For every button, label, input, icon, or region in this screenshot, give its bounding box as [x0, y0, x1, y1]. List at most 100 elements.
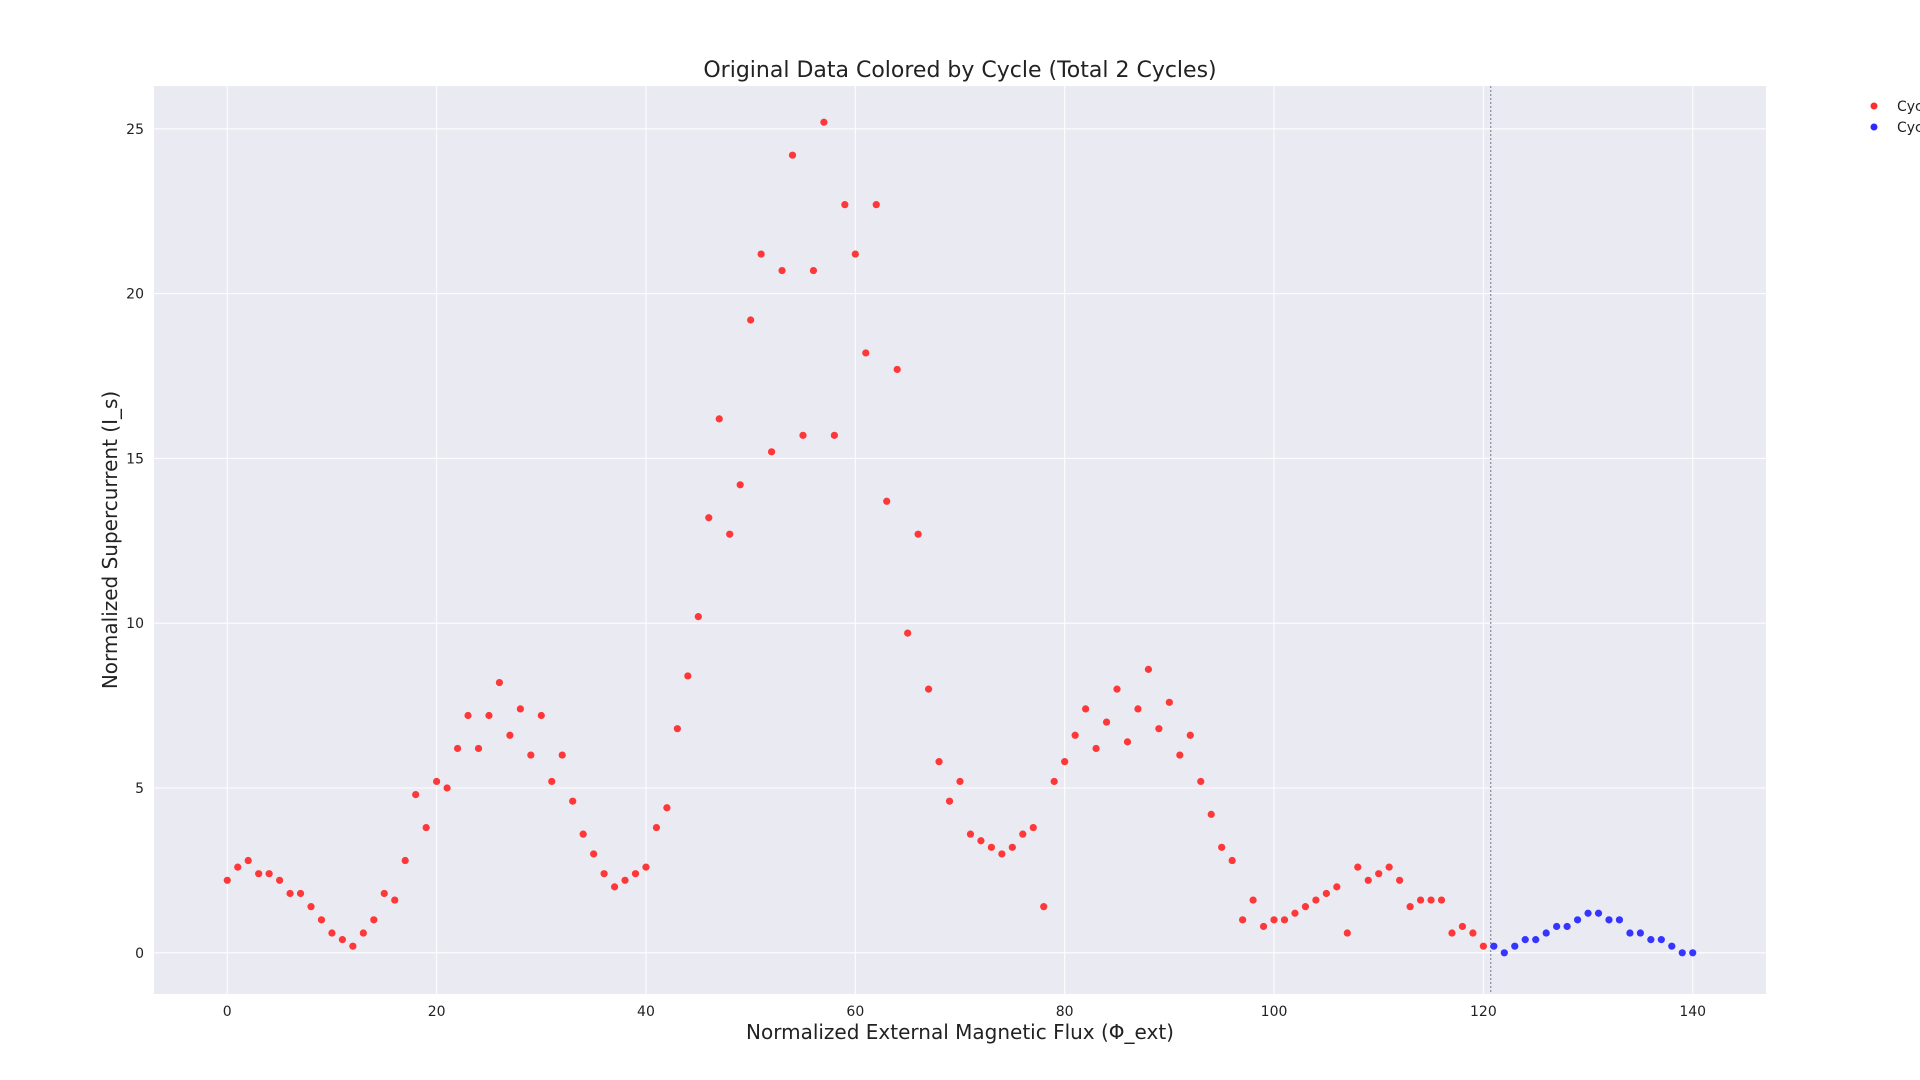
data-point-series-1: [600, 870, 608, 878]
data-point-series-2: [1573, 916, 1582, 924]
data-point-series-1: [443, 784, 451, 792]
data-point-series-2: [1532, 936, 1540, 944]
data-point-series-1: [401, 856, 409, 865]
y-tick-label: 10: [126, 616, 144, 632]
data-point-series-1: [1333, 883, 1341, 891]
data-point-series-1: [474, 744, 483, 753]
x-tick-label: 0: [223, 1004, 232, 1020]
data-point-series-1: [820, 118, 828, 126]
data-point-series-1: [1354, 863, 1362, 871]
data-point-series-1: [935, 758, 943, 766]
y-axis-label: Normalized Supercurrent (I_s): [98, 391, 122, 689]
data-point-series-1: [1469, 929, 1477, 937]
data-point-series-1: [244, 856, 252, 865]
legend-label-series-1: Cyc: [1897, 99, 1920, 115]
data-point-series-1: [705, 514, 713, 522]
data-point-series-1: [422, 823, 430, 832]
data-point-series-1: [726, 530, 734, 538]
data-point-series-1: [328, 929, 336, 937]
data-point-series-1: [1040, 903, 1048, 911]
legend-marker-series-1: [1870, 102, 1878, 110]
data-point-series-2: [1605, 916, 1613, 924]
data-point-series-1: [778, 266, 786, 275]
data-point-series-1: [736, 481, 744, 489]
data-point-series-1: [757, 250, 765, 258]
data-points: [223, 118, 1697, 957]
data-point-series-1: [893, 365, 901, 374]
data-point-series-1: [1123, 738, 1132, 746]
data-point-series-1: [1019, 830, 1027, 838]
data-point-series-1: [747, 316, 755, 324]
data-point-series-1: [349, 942, 357, 950]
data-point-series-1: [317, 916, 326, 924]
data-point-series-1: [276, 876, 284, 884]
data-point-series-1: [851, 250, 859, 258]
data-point-series-1: [1448, 929, 1456, 937]
data-point-series-1: [1280, 916, 1289, 924]
data-point-series-1: [715, 415, 723, 423]
data-point-series-2: [1689, 949, 1697, 957]
data-point-series-1: [1239, 916, 1247, 924]
data-point-series-1: [621, 876, 629, 884]
data-point-series-1: [631, 870, 640, 878]
data-point-series-1: [1102, 718, 1111, 726]
data-point-series-1: [883, 497, 891, 505]
data-point-series-1: [830, 431, 838, 439]
data-point-series-1: [1375, 870, 1383, 878]
data-point-series-1: [234, 863, 242, 871]
data-point-series-1: [1385, 863, 1393, 871]
data-point-series-1: [1061, 758, 1069, 766]
data-point-series-1: [485, 711, 493, 720]
data-point-series-1: [370, 916, 378, 924]
data-point-series-1: [1176, 751, 1184, 759]
data-point-series-1: [1228, 856, 1236, 865]
data-point-series-1: [255, 870, 263, 878]
data-point-series-1: [1186, 731, 1194, 739]
data-point-series-1: [1249, 896, 1257, 904]
data-point-series-2: [1511, 942, 1519, 950]
x-tick-label: 60: [846, 1004, 864, 1020]
data-point-series-1: [1396, 876, 1404, 884]
y-tick-label: 25: [126, 122, 144, 138]
data-point-series-1: [1155, 725, 1163, 733]
data-point-series-1: [1312, 896, 1320, 904]
data-point-series-1: [652, 823, 661, 832]
data-point-series-1: [307, 903, 315, 911]
data-point-series-1: [663, 804, 671, 812]
data-point-series-1: [548, 777, 556, 786]
data-point-series-2: [1542, 929, 1550, 937]
data-point-series-1: [1197, 777, 1205, 786]
data-point-series-1: [1207, 810, 1215, 818]
data-point-series-1: [1343, 929, 1351, 937]
chart-title: Original Data Colored by Cycle (Total 2 …: [703, 58, 1216, 83]
data-point-series-1: [799, 431, 807, 439]
x-tick-label: 40: [637, 1004, 655, 1020]
data-point-series-1: [527, 751, 535, 759]
legend-label-series-2: Cyc: [1897, 120, 1920, 136]
data-point-series-1: [1427, 896, 1435, 904]
data-point-series-1: [1144, 665, 1153, 673]
y-tick-label: 5: [135, 781, 144, 797]
data-point-series-2: [1563, 922, 1571, 931]
data-point-series-1: [1416, 896, 1425, 904]
data-point-series-1: [1029, 823, 1037, 832]
data-point-series-1: [1291, 909, 1299, 917]
data-point-series-1: [1406, 903, 1414, 911]
data-point-series-2: [1615, 916, 1624, 924]
x-tick-label: 80: [1056, 1004, 1074, 1020]
data-point-series-1: [1134, 705, 1142, 713]
data-point-series-2: [1553, 922, 1561, 931]
data-point-series-1: [841, 201, 849, 209]
data-point-series-1: [977, 837, 985, 845]
data-point-series-2: [1657, 936, 1665, 944]
data-point-series-1: [1270, 916, 1278, 924]
data-point-series-1: [495, 678, 504, 687]
data-point-series-1: [338, 936, 347, 944]
x-tick-label: 120: [1470, 1004, 1497, 1020]
grid-lines: [154, 86, 1766, 994]
data-point-series-1: [1082, 705, 1090, 713]
y-tick-label: 0: [135, 946, 144, 962]
data-point-series-1: [1071, 731, 1079, 739]
data-point-series-1: [872, 201, 880, 209]
data-point-series-1: [1479, 942, 1487, 950]
